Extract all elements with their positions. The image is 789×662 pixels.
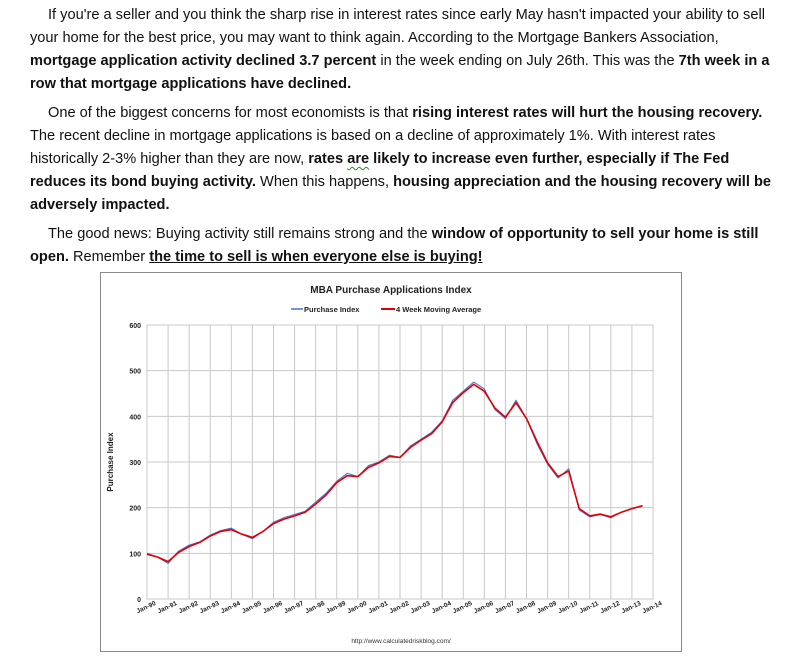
- underlined-bold-run: the time to sell is when everyone else i…: [149, 249, 483, 265]
- x-tick-label: Jan-01: [367, 600, 389, 615]
- x-tick-label: Jan-07: [494, 600, 516, 615]
- y-tick-label: 600: [129, 323, 141, 330]
- x-tick-label: Jan-93: [199, 600, 221, 615]
- x-tick-label: Jan-00: [346, 600, 368, 615]
- x-tick-label: Jan-02: [389, 600, 411, 615]
- x-tick-label: Jan-11: [578, 600, 600, 615]
- x-tick-label: Jan-14: [642, 600, 664, 615]
- paragraph-3: The good news: Buying activity still rem…: [30, 223, 782, 269]
- x-tick-label: Jan-08: [515, 600, 537, 615]
- text-run: When this happens,: [255, 174, 394, 190]
- spellcheck-word: are: [347, 151, 370, 167]
- x-tick-label: Jan-04: [431, 600, 453, 615]
- mba-chart: 0 100 200 300 400 500 600 Jan-90 Jan-91 Jan-92 Jan…: [100, 272, 682, 652]
- x-tick-label: Jan-03: [410, 600, 432, 615]
- y-tick-label: 500: [129, 369, 141, 376]
- paragraph-2: One of the biggest concerns for most eco…: [30, 102, 782, 217]
- y-tick-label: 300: [129, 460, 141, 467]
- x-tick-label: Jan-09: [536, 600, 558, 615]
- chart-title: MBA Purchase Applications Index: [310, 285, 472, 296]
- series-line-moving-average: [146, 383, 643, 563]
- bold-run: likely to increase even further, especia…: [30, 151, 730, 190]
- text-run: One of the biggest concerns for most eco…: [48, 105, 413, 121]
- x-tick-label: Jan-99: [325, 600, 347, 615]
- article: If you're a seller and you think the sha…: [30, 4, 782, 275]
- text-run: The good news: Buying activity still rem…: [48, 226, 432, 242]
- text-run: The recent decline in mortgage applicati…: [30, 128, 716, 167]
- bold-run: housing appreciation and the housing rec…: [30, 174, 771, 213]
- bold-run: rising interest rates will hurt the hous…: [412, 105, 763, 121]
- x-tick-label: Jan-97: [283, 600, 305, 615]
- x-tick-label: Jan-98: [304, 600, 326, 615]
- x-tick-label: Jan-12: [599, 600, 621, 615]
- x-tick-label: Jan-95: [241, 600, 263, 615]
- paragraph-1: If you're a seller and you think the sha…: [30, 4, 782, 96]
- legend-label-moving-average: 4 Week Moving Average: [396, 305, 481, 314]
- x-tick-label: Jan-13: [620, 600, 642, 615]
- x-tick-label: Jan-10: [557, 600, 579, 615]
- y-tick-label: 0: [137, 597, 141, 604]
- bold-run: window of opportunity to sell your home …: [30, 226, 759, 265]
- x-tick-label: Jan-06: [473, 600, 495, 615]
- text-run: Remember: [68, 249, 150, 265]
- x-tick-label: Jan-91: [157, 600, 179, 615]
- x-tick-label: Jan-94: [220, 600, 242, 615]
- text-run: If you're a seller and you think the sha…: [30, 7, 765, 46]
- x-tick-label: Jan-96: [262, 600, 284, 615]
- x-tick-label: Jan-92: [178, 600, 200, 615]
- bold-run: mortgage application activity declined 3…: [30, 53, 377, 69]
- text-run: in the week ending on July 26th. This wa…: [376, 53, 679, 69]
- legend-label-purchase-index: Purchase Index: [304, 305, 360, 314]
- bold-run: rates: [308, 151, 348, 167]
- source-label: http://www.calculatedriskblog.com/: [351, 638, 451, 645]
- x-tick-label: Jan-05: [452, 600, 474, 615]
- y-tick-label: 100: [129, 551, 141, 558]
- bold-run: 7th week in a row that mortgage applicat…: [30, 53, 770, 92]
- y-tick-label: 400: [129, 414, 141, 421]
- y-axis-label: Purchase Index: [106, 432, 115, 492]
- y-tick-label: 200: [129, 506, 141, 513]
